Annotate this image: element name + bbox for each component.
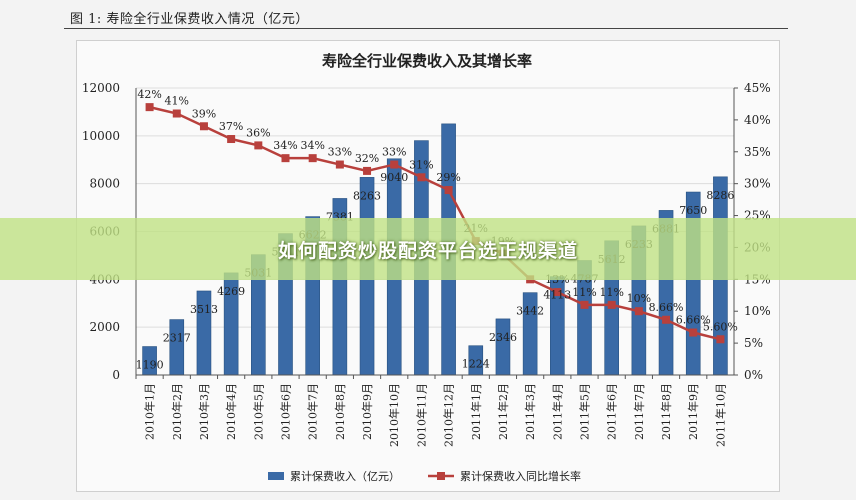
bar-value-label: 7650 bbox=[679, 204, 707, 217]
x-tick-label: 2011年2月 bbox=[496, 383, 510, 440]
growth-marker bbox=[172, 109, 181, 118]
growth-polyline bbox=[149, 105, 721, 341]
growth-marker bbox=[553, 288, 562, 297]
x-tick-label: 2010年4月 bbox=[224, 383, 238, 440]
y-left-tick-label: 2000 bbox=[89, 320, 120, 334]
bar bbox=[495, 318, 511, 376]
bar-value-label: 3513 bbox=[190, 303, 218, 316]
axes bbox=[135, 87, 738, 379]
watermark-banner: 如何配资炒股配资平台选正规渠道 bbox=[0, 218, 856, 280]
legend-bar-label: 累计保费收入（亿元） bbox=[290, 469, 400, 483]
y-right-tick-label: 10% bbox=[744, 304, 771, 318]
y-left-tick-label: 8000 bbox=[89, 177, 120, 191]
legend: 累计保费收入（亿元） 累计保费收入同比增长率 bbox=[268, 469, 581, 483]
x-tick-label: 2011年9月 bbox=[686, 383, 700, 440]
watermark-text: 如何配资炒股配资平台选正规渠道 bbox=[277, 239, 578, 262]
growth-value-label: 31% bbox=[409, 158, 433, 171]
bar-value-label: 2317 bbox=[163, 332, 191, 345]
growth-marker bbox=[363, 166, 372, 175]
y-right-tick-label: 40% bbox=[744, 113, 771, 127]
y-left-tick-label: 10000 bbox=[82, 129, 120, 143]
growth-marker bbox=[580, 300, 589, 309]
x-tick-label: 2010年7月 bbox=[306, 383, 320, 440]
growth-marker bbox=[444, 186, 453, 195]
growth-marker bbox=[607, 300, 616, 309]
x-tick-label: 2011年5月 bbox=[578, 383, 592, 440]
y-right-tick-label: 5% bbox=[744, 336, 763, 350]
figure-label: 图 1: 寿险全行业保费收入情况（亿元） bbox=[70, 12, 309, 27]
x-tick-label: 2011年4月 bbox=[550, 383, 564, 440]
growth-value-label: 39% bbox=[192, 107, 216, 120]
growth-value-label: 34% bbox=[300, 139, 324, 152]
x-tick-label: 2010年6月 bbox=[279, 383, 293, 440]
growth-marker bbox=[145, 103, 154, 112]
growth-value-label: 37% bbox=[219, 120, 243, 133]
bar-value-label: 1224 bbox=[462, 358, 490, 371]
growth-marker bbox=[335, 160, 344, 169]
growth-marker bbox=[390, 160, 399, 169]
bar bbox=[169, 319, 185, 376]
bar-value-label: 4113 bbox=[543, 289, 571, 302]
growth-value-label: 33% bbox=[382, 146, 406, 159]
x-tick-label: 2010年9月 bbox=[360, 383, 374, 440]
x-tick-label: 2010年1月 bbox=[143, 383, 157, 440]
bar-value-label: 3442 bbox=[516, 305, 544, 318]
x-tick-label: 2011年6月 bbox=[605, 383, 619, 440]
y-left-tick-label: 12000 bbox=[82, 81, 120, 95]
y-right-tick-label: 0% bbox=[744, 368, 763, 382]
growth-marker bbox=[662, 315, 671, 324]
x-tick-label: 2011年1月 bbox=[469, 383, 483, 440]
bar-value-label: 8286 bbox=[706, 189, 734, 202]
header-rule bbox=[64, 28, 788, 29]
growth-marker bbox=[199, 122, 208, 131]
bar-value-label: 9040 bbox=[380, 171, 408, 184]
growth-value-label: 6.66% bbox=[676, 314, 711, 327]
growth-marker bbox=[308, 154, 317, 163]
growth-marker bbox=[281, 154, 290, 163]
growth-value-label: 8.66% bbox=[649, 301, 684, 314]
x-tick-label: 2011年8月 bbox=[659, 383, 673, 440]
growth-value-label: 32% bbox=[355, 152, 379, 165]
growth-marker bbox=[634, 307, 643, 316]
bar-value-label: 8263 bbox=[353, 189, 381, 202]
growth-marker bbox=[254, 141, 263, 150]
growth-value-label: 33% bbox=[328, 146, 352, 159]
growth-value-label: 10% bbox=[627, 292, 651, 305]
growth-marker bbox=[716, 335, 725, 344]
y-right-tick-label: 35% bbox=[744, 145, 771, 159]
growth-marker bbox=[417, 173, 426, 182]
growth-value-label: 29% bbox=[436, 171, 460, 184]
growth-value-label: 42% bbox=[137, 88, 161, 101]
growth-marker bbox=[227, 135, 236, 144]
x-tick-label: 2010年12月 bbox=[442, 383, 456, 447]
legend-line-marker bbox=[437, 472, 445, 480]
x-tick-label: 2010年2月 bbox=[170, 383, 184, 440]
growth-value-label: 36% bbox=[246, 126, 270, 139]
y-left-tick-label: 0 bbox=[112, 368, 120, 382]
x-tick-label: 2010年11月 bbox=[414, 383, 428, 447]
x-tick-label: 2011年7月 bbox=[632, 383, 646, 440]
growth-value-label: 41% bbox=[165, 95, 189, 108]
growth-value-label: 11% bbox=[572, 286, 596, 299]
growth-value-label: 5.60% bbox=[703, 320, 738, 333]
x-tick-label: 2011年3月 bbox=[523, 383, 537, 440]
growth-value-label: 11% bbox=[599, 286, 623, 299]
bar-value-label: 1190 bbox=[136, 359, 164, 372]
legend-line-label: 累计保费收入同比增长率 bbox=[460, 469, 581, 483]
x-tick-label: 2010年3月 bbox=[197, 383, 211, 440]
bar-value-label: 4269 bbox=[217, 285, 245, 298]
chart-title: 寿险全行业保费收入及其增长率 bbox=[322, 52, 532, 70]
growth-value-label: 34% bbox=[273, 139, 297, 152]
growth-line bbox=[145, 103, 725, 344]
bar-value-label: 2346 bbox=[489, 331, 517, 344]
x-tick-label: 2010年10月 bbox=[387, 383, 401, 447]
growth-marker bbox=[689, 328, 698, 337]
x-tick-label: 2010年8月 bbox=[333, 383, 347, 440]
x-tick-label: 2011年10月 bbox=[713, 383, 727, 447]
x-tick-label: 2010年5月 bbox=[251, 383, 265, 440]
legend-bar-swatch bbox=[268, 472, 284, 480]
y-right-tick-label: 45% bbox=[744, 81, 771, 95]
y-right-tick-label: 30% bbox=[744, 177, 771, 191]
